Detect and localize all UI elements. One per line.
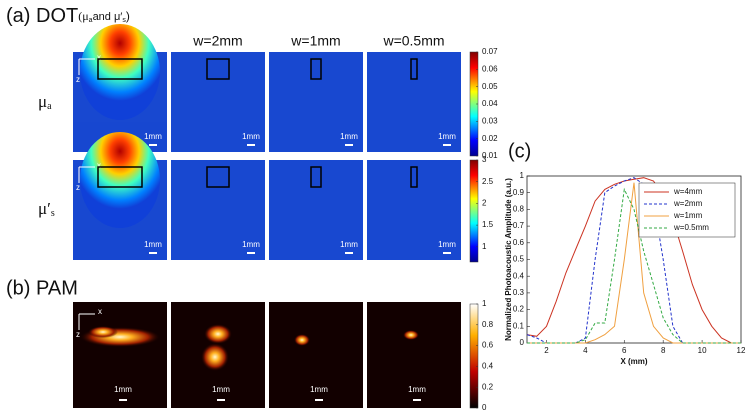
y-tick-label: 0.3 (513, 288, 525, 297)
colorbar-tick-label: 0.4 (482, 362, 494, 371)
colorbar-tick-label: 1 (482, 242, 487, 251)
scale-label: 1mm (340, 132, 358, 141)
y-tick-label: 0.2 (513, 305, 525, 314)
x-tick-label: 2 (544, 346, 549, 355)
colorbar-tick-label: 0.02 (482, 134, 498, 143)
y-tick-label: 0.1 (513, 321, 525, 330)
colorbar-tick-label: 0.8 (482, 320, 494, 329)
colorbar-tick-label: 2.5 (482, 177, 494, 186)
dot-image (367, 160, 461, 260)
x-axis-label: X (mm) (620, 357, 647, 366)
colorbar-tick-label: 0.07 (482, 47, 498, 56)
scale-label: 1mm (340, 240, 358, 249)
dot-image (171, 160, 265, 260)
scale-label: 1mm (212, 385, 230, 394)
scale-label: 1mm (144, 132, 162, 141)
series-line (526, 177, 741, 344)
pam-blob (201, 343, 229, 371)
target-box (410, 58, 418, 80)
legend-label: w=0.5mm (673, 223, 709, 232)
y-tick-label: 1 (520, 171, 525, 180)
dot-image (171, 52, 265, 152)
pam-blob (403, 330, 419, 340)
axis-x-label: x (97, 53, 101, 62)
scale-label: 1mm (242, 132, 260, 141)
row-label: μa (38, 92, 52, 112)
pam-image (73, 302, 167, 408)
axis-z-label: z (76, 330, 80, 339)
target-box (310, 58, 322, 80)
column-header: w=1mm (290, 33, 340, 49)
axis-z-label: z (76, 183, 80, 192)
colorbar-tick-label: 0 (482, 403, 487, 412)
x-tick-label: 8 (661, 346, 666, 355)
colorbar-tick-label: 0.6 (482, 341, 494, 350)
pam-image (367, 302, 461, 408)
target-box (206, 58, 230, 80)
colorbar-tick-label: 3 (482, 155, 487, 164)
y-axis-label: Normalized Photoacoustic Amplitude (a.u.… (504, 178, 513, 341)
y-tick-label: 0.7 (513, 221, 525, 230)
pam-image (269, 302, 363, 408)
scale-label: 1mm (310, 385, 328, 394)
hotspot (80, 132, 160, 228)
panel-a-label: (a) DOT(μaand μ′s) (6, 5, 130, 27)
colorbar (469, 303, 479, 409)
colorbar (469, 159, 479, 263)
x-tick-label: 6 (622, 346, 627, 355)
colorbar-tick-label: 0.06 (482, 64, 498, 73)
colorbar-tick-label: 0.03 (482, 116, 498, 125)
scale-label: 1mm (438, 240, 456, 249)
legend-label: w=1mm (673, 211, 703, 220)
scale-label: 1mm (114, 385, 132, 394)
target-box (97, 166, 143, 188)
legend-label: w=2mm (673, 199, 703, 208)
y-tick-label: 0.8 (513, 205, 525, 214)
pam-blob (88, 326, 118, 338)
y-tick-label: 0.4 (513, 271, 525, 280)
hotspot (80, 24, 160, 120)
colorbar-tick-label: 0.01 (482, 151, 498, 160)
y-tick-label: 0.9 (513, 188, 525, 197)
dot-image (269, 160, 363, 260)
colorbar-tick-label: 2 (482, 199, 487, 208)
x-tick-label: 10 (698, 346, 707, 355)
legend-label: w=4mm (673, 187, 703, 196)
target-box (410, 166, 418, 188)
axis-x-label: x (97, 161, 101, 170)
pam-blob (204, 324, 232, 344)
series-line (527, 187, 741, 344)
x-tick-label: 4 (583, 346, 588, 355)
scale-label: 1mm (408, 385, 426, 394)
panel-c-label: (c) (508, 140, 531, 162)
panel-b-label: (b) PAM (6, 277, 78, 299)
edge-fade (73, 230, 167, 260)
colorbar-tick-label: 0.04 (482, 99, 498, 108)
column-header: w=0.5mm (382, 33, 444, 49)
scale-label: 1mm (438, 132, 456, 141)
dot-image (367, 52, 461, 152)
colorbar-tick-label: 0.05 (482, 82, 498, 91)
y-tick-label: 0 (520, 338, 525, 347)
colorbar-tick-label: 1.5 (482, 220, 494, 229)
colorbar-tick-label: 1 (482, 299, 487, 308)
row-label: μ′s (38, 199, 55, 219)
axis-z-label: z (76, 75, 80, 84)
dot-image (269, 52, 363, 152)
axis-x-label: x (98, 307, 102, 316)
target-box (310, 166, 322, 188)
y-tick-label: 0.5 (513, 255, 525, 264)
column-header: w=2mm (192, 33, 242, 49)
colorbar-tick-label: 0.2 (482, 382, 494, 391)
pam-blob (294, 334, 310, 346)
target-box (97, 58, 143, 80)
target-box (206, 166, 230, 188)
x-tick-label: 12 (737, 346, 746, 355)
scale-label: 1mm (242, 240, 260, 249)
scale-label: 1mm (144, 240, 162, 249)
y-tick-label: 0.6 (513, 238, 525, 247)
